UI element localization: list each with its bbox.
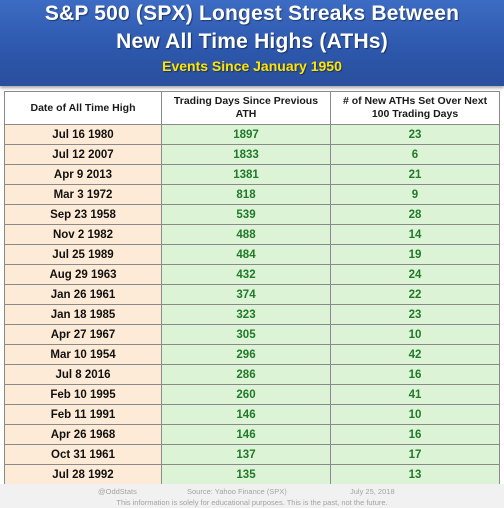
date-cell: Oct 31 1961 xyxy=(4,444,162,465)
trading-days-cell: 1833 xyxy=(161,144,331,165)
table-row: Jul 25 1989 484 19 xyxy=(4,244,500,265)
trading-days-cell: 323 xyxy=(161,304,331,325)
trading-days-cell: 146 xyxy=(161,404,331,425)
date-cell: Jul 16 1980 xyxy=(4,124,162,145)
trading-days-cell: 296 xyxy=(161,344,331,365)
date-cell: Jul 12 2007 xyxy=(4,144,162,165)
table-row: Apr 26 1968 146 16 xyxy=(4,424,500,445)
trading-days-cell: 1381 xyxy=(161,164,331,185)
trading-days-cell: 1897 xyxy=(161,124,331,145)
table-row: Sep 23 1958 539 28 xyxy=(4,204,500,225)
new-aths-cell: 42 xyxy=(330,344,500,365)
date-cell: Jul 8 2016 xyxy=(4,364,162,385)
date-cell: Feb 10 1995 xyxy=(4,384,162,405)
trading-days-cell: 135 xyxy=(161,464,331,485)
new-aths-cell: 10 xyxy=(330,324,500,345)
column-header-date: Date of All Time High xyxy=(4,91,162,125)
date-cell: Apr 9 2013 xyxy=(4,164,162,185)
date-cell: Jan 18 1985 xyxy=(4,304,162,325)
date-cell: Mar 10 1954 xyxy=(4,344,162,365)
trading-days-cell: 432 xyxy=(161,264,331,285)
trading-days-cell: 484 xyxy=(161,244,331,265)
table-row: Jul 28 1992 135 13 xyxy=(4,464,500,485)
table-row: Jul 12 2007 1833 6 xyxy=(4,144,500,165)
column-header-trading-days: Trading Days Since Previous ATH xyxy=(161,91,331,125)
table-row: Mar 10 1954 296 42 xyxy=(4,344,500,365)
table-body: Jul 16 1980 1897 23 Jul 12 2007 1833 6 Apr 9 2… xyxy=(4,124,500,505)
date-cell: Aug 29 1963 xyxy=(4,264,162,285)
table-row: Jan 18 1985 323 23 xyxy=(4,304,500,325)
table-row: Aug 29 1963 432 24 xyxy=(4,264,500,285)
new-aths-cell: 13 xyxy=(330,464,500,485)
chart-title-line1: S&P 500 (SPX) Longest Streaks Between xyxy=(44,2,460,25)
footer: @OddStats Source: Yahoo Finance (SPX) Ju… xyxy=(0,484,504,508)
table-row: Apr 9 2013 1381 21 xyxy=(4,164,500,185)
table-row: Jan 26 1961 374 22 xyxy=(4,284,500,305)
date-cell: Jul 28 1992 xyxy=(4,464,162,485)
new-aths-cell: 19 xyxy=(330,244,500,265)
table-row: Jul 8 2016 286 16 xyxy=(4,364,500,385)
date-cell: Feb 11 1991 xyxy=(4,404,162,425)
trading-days-cell: 260 xyxy=(161,384,331,405)
new-aths-cell: 21 xyxy=(330,164,500,185)
date-cell: Nov 2 1982 xyxy=(4,224,162,245)
new-aths-cell: 10 xyxy=(330,404,500,425)
new-aths-cell: 6 xyxy=(330,144,500,165)
trading-days-cell: 488 xyxy=(161,224,331,245)
chart-title-line2: New All Time Highs (ATHs) xyxy=(116,30,388,53)
streaks-table-container: Date of All Time High Trading Days Since… xyxy=(4,91,500,505)
footer-credit: @OddStats xyxy=(98,487,137,496)
table-row: Oct 31 1961 137 17 xyxy=(4,444,500,465)
streaks-table: Date of All Time High Trading Days Since… xyxy=(4,91,500,505)
date-cell: Apr 27 1967 xyxy=(4,324,162,345)
trading-days-cell: 286 xyxy=(161,364,331,385)
date-cell: Mar 3 1972 xyxy=(4,184,162,205)
new-aths-cell: 23 xyxy=(330,304,500,325)
trading-days-cell: 137 xyxy=(161,444,331,465)
date-cell: Jan 26 1961 xyxy=(4,284,162,305)
table-row: Feb 10 1995 260 41 xyxy=(4,384,500,405)
footer-source: Source: Yahoo Finance (SPX) xyxy=(187,487,287,496)
date-cell: Apr 26 1968 xyxy=(4,424,162,445)
trading-days-cell: 374 xyxy=(161,284,331,305)
table-row: Nov 2 1982 488 14 xyxy=(4,224,500,245)
table-header-row: Date of All Time High Trading Days Since… xyxy=(4,91,500,125)
column-header-new-aths: # of New ATHs Set Over Next 100 Trading … xyxy=(330,91,500,125)
new-aths-cell: 41 xyxy=(330,384,500,405)
new-aths-cell: 9 xyxy=(330,184,500,205)
table-row: Apr 27 1967 305 10 xyxy=(4,324,500,345)
date-cell: Sep 23 1958 xyxy=(4,204,162,225)
trading-days-cell: 539 xyxy=(161,204,331,225)
new-aths-cell: 24 xyxy=(330,264,500,285)
trading-days-cell: 146 xyxy=(161,424,331,445)
table-row: Mar 3 1972 818 9 xyxy=(4,184,500,205)
trading-days-cell: 818 xyxy=(161,184,331,205)
date-cell: Jul 25 1989 xyxy=(4,244,162,265)
new-aths-cell: 23 xyxy=(330,124,500,145)
new-aths-cell: 16 xyxy=(330,424,500,445)
new-aths-cell: 16 xyxy=(330,364,500,385)
table-row: Feb 11 1991 146 10 xyxy=(4,404,500,425)
table-row: Jul 16 1980 1897 23 xyxy=(4,124,500,145)
chart-subtitle: Events Since January 1950 xyxy=(162,58,342,74)
new-aths-cell: 22 xyxy=(330,284,500,305)
new-aths-cell: 14 xyxy=(330,224,500,245)
footer-disclaimer: This information is solely for education… xyxy=(116,498,388,507)
new-aths-cell: 28 xyxy=(330,204,500,225)
trading-days-cell: 305 xyxy=(161,324,331,345)
footer-date: July 25, 2018 xyxy=(350,487,395,496)
chart-header: S&P 500 (SPX) Longest Streaks Between Ne… xyxy=(0,0,504,86)
new-aths-cell: 17 xyxy=(330,444,500,465)
